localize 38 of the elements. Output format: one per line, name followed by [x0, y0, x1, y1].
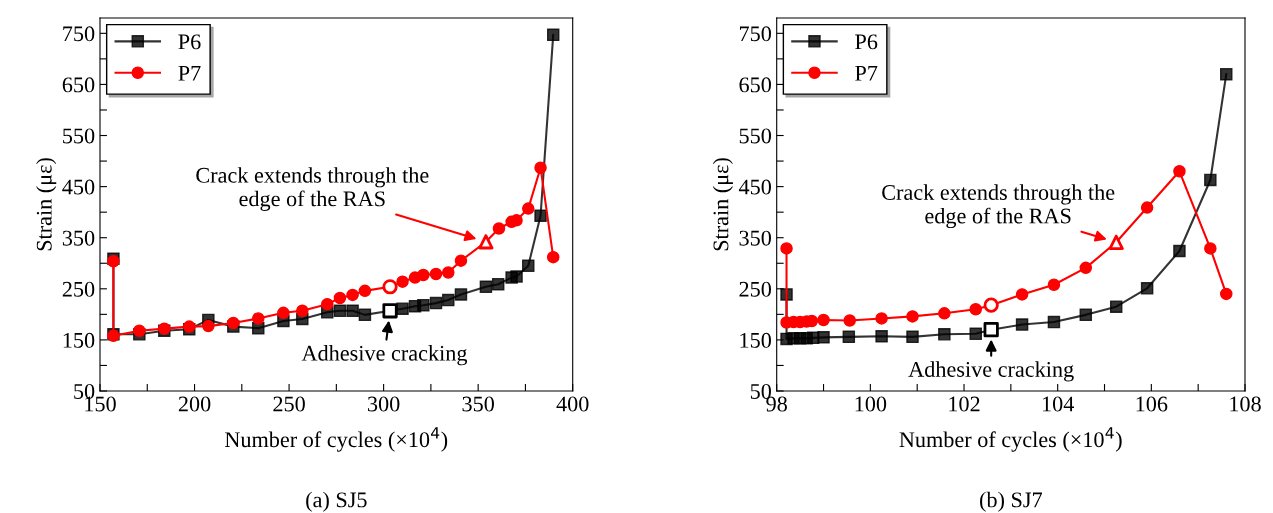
text: (b) SJ7	[980, 491, 1042, 512]
legend-label: P7	[178, 65, 201, 81]
x-tick-label: 250	[273, 396, 305, 412]
y-tick-label: 150	[740, 332, 771, 348]
x-tick-label: 104	[1042, 396, 1074, 412]
y-tick-label: 650	[62, 77, 95, 93]
x-tick-label: 102	[949, 396, 980, 412]
text: (a) SJ5	[306, 491, 367, 512]
y-tick-label: 350	[62, 230, 95, 246]
annotation: Adhesive cracking	[301, 345, 468, 366]
x-axis-title: Number of cycles (×10$^{4}$)	[224, 427, 448, 452]
x-tick-label: 200	[178, 396, 211, 412]
y-tick-label: 150	[63, 332, 95, 348]
y-tick-label: 350	[739, 230, 771, 246]
legend-label: P6	[178, 34, 201, 50]
x-tick-label: 106	[1136, 396, 1168, 412]
annotation: Adhesive cracking	[908, 361, 1074, 382]
x-tick-label: 100	[855, 396, 887, 412]
y-tick-label: 750	[63, 26, 95, 42]
y-tick-label: 450	[738, 179, 771, 195]
x-tick-label: 300	[368, 396, 400, 412]
legend-label: P6	[855, 34, 878, 50]
y-tick-label: 550	[63, 128, 95, 144]
y-tick-label: 750	[739, 26, 771, 42]
x-axis-title: Number of cycles (×10$^{4}$)	[899, 427, 1122, 452]
y-tick-label: 450	[62, 179, 95, 195]
annotation: Crack extends through the edge of the RAS	[196, 167, 429, 211]
y-tick-label: 250	[62, 281, 95, 297]
y-tick-label: 550	[739, 128, 771, 144]
y-tick-label: 650	[739, 77, 771, 93]
x-tick-label: 108	[1230, 396, 1261, 412]
x-tick-label: 400	[556, 396, 589, 412]
annotation: Crack extends through the edge of the RAS	[882, 184, 1115, 229]
y-axis-title: Strain (με)	[712, 158, 733, 251]
y-axis-title: Strain (με)	[36, 158, 57, 251]
y-tick-label: 250	[739, 281, 771, 297]
x-tick-label: 350	[462, 396, 494, 412]
legend-label: P7	[855, 65, 878, 81]
